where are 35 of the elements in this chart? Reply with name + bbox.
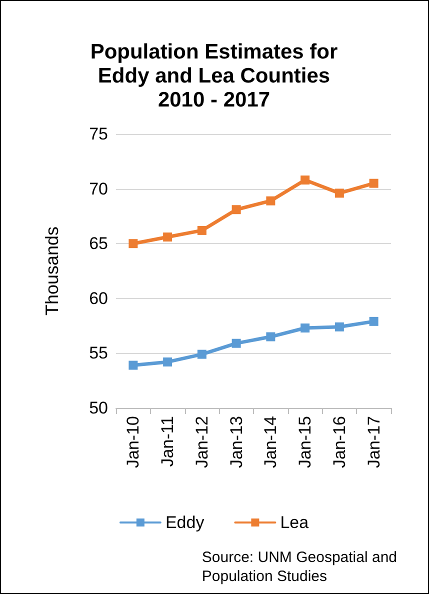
legend-label: Lea (280, 513, 310, 532)
point (369, 316, 378, 326)
point (369, 178, 378, 188)
point (334, 188, 344, 198)
x-tick-label: Jan-11 (158, 416, 178, 467)
x-tick-label: Jan-10 (124, 416, 143, 468)
point (197, 226, 206, 235)
point (163, 357, 172, 366)
point (334, 322, 344, 332)
y-tick-label: 70 (89, 179, 108, 198)
point (300, 176, 310, 185)
source-note: Source: UNM Geospatial and Population Studies (202, 549, 398, 585)
chart-title: Population Estimates for Eddy and Lea Counties 2010 - 2017 (90, 40, 338, 112)
legend-label: Eddy (165, 513, 205, 532)
y-tick-label: 75 (89, 124, 108, 144)
y-tick-label: 50 (89, 398, 108, 418)
y-tick-label: 55 (89, 344, 108, 363)
x-tick-label: Jan-12 (192, 416, 212, 468)
x-tick-label: Jan-14 (261, 416, 280, 468)
point (232, 338, 241, 348)
x-tick-label: Jan-13 (226, 416, 246, 468)
point (266, 332, 276, 342)
point (266, 196, 276, 206)
x-tick-label: Jan-15 (296, 416, 315, 468)
point (197, 350, 206, 359)
point (300, 323, 310, 332)
x-tick-label: Jan-16 (330, 416, 349, 468)
y-tick-label: 60 (89, 288, 108, 308)
point (163, 232, 172, 242)
x-tick-label: Jan-17 (364, 416, 384, 468)
y-tick-label: 65 (89, 234, 108, 254)
point (128, 360, 138, 370)
point (232, 205, 241, 214)
point (128, 239, 138, 248)
y-axis-title: Thousands (42, 226, 62, 316)
